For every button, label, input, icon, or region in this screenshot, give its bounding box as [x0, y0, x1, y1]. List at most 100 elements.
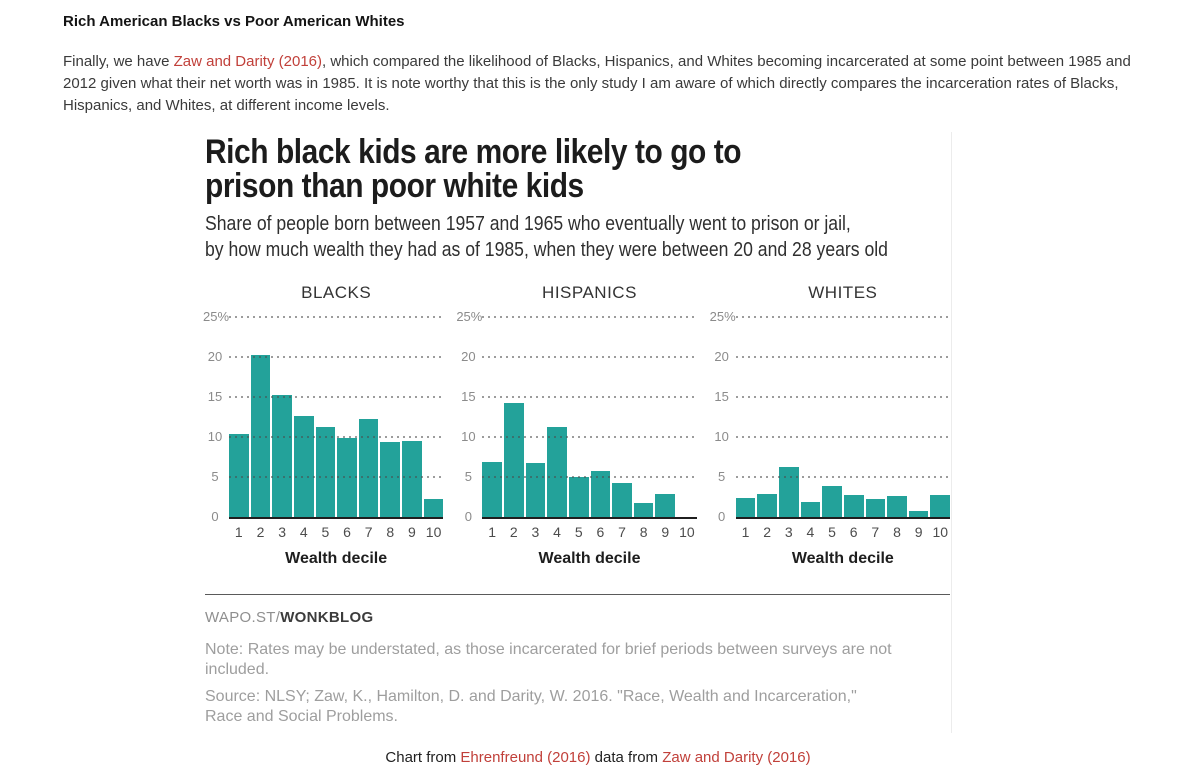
intro-line3: Hispanics, and Whites, at different inco… — [63, 97, 390, 114]
gridline-10 — [482, 436, 697, 438]
gridline-20 — [482, 356, 697, 358]
x-tick-label: 8 — [386, 524, 395, 540]
caption-text2: data from — [590, 749, 663, 766]
figure-source-line1: Source: NLSY; Zaw, K., Hamilton, D. and … — [205, 688, 857, 705]
x-axis-baseline — [229, 516, 444, 519]
panel-title-blacks: BLACKS — [301, 283, 372, 302]
page-heading: Rich American Blacks vs Poor American Wh… — [63, 13, 405, 30]
y-tick-label: 0 — [718, 509, 726, 524]
y-tick-label: 10 — [207, 429, 223, 444]
bar-decile-5 — [568, 477, 589, 517]
figure-source-line2: Race and Social Problems. — [205, 708, 398, 725]
ehrenfreund-link[interactable]: Ehrenfreund (2016) — [460, 749, 591, 766]
x-tick-label: 4 — [806, 524, 815, 540]
zaw-darity-link[interactable]: Zaw and Darity (2016) — [173, 53, 323, 70]
gridline-25 — [482, 316, 697, 318]
gridline-20 — [735, 356, 950, 358]
gridline-5 — [482, 476, 697, 478]
y-tick-label: 25% — [709, 309, 736, 324]
x-tick-label: 1 — [234, 524, 243, 540]
x-tick-label: 3 — [278, 524, 286, 540]
x-tick-label: 10 — [932, 524, 949, 540]
bar-decile-9 — [402, 441, 422, 517]
x-tick-label: 10 — [679, 524, 695, 540]
intro-line1-after: , which compared the likelihood of Black… — [322, 53, 1131, 70]
panel-title-hispanics: HISPANICS — [542, 283, 637, 302]
bar-decile-8 — [633, 502, 654, 517]
x-tick-label: 2 — [256, 524, 265, 540]
bar-decile-10 — [930, 494, 951, 517]
bar-decile-7 — [865, 498, 886, 517]
bars — [735, 317, 951, 517]
bar-decile-3 — [778, 467, 799, 517]
caption-zaw-darity-link[interactable]: Zaw and Darity (2016) — [662, 749, 811, 766]
bar-decile-8 — [887, 496, 907, 517]
bar-decile-4 — [293, 416, 314, 517]
bar-decile-1 — [482, 461, 502, 517]
chart-panel-whites: WHITES 25% 20 15 10 5 0 1 2 3 4 5 6 7 8 9 10 Wealth decil… — [710, 283, 951, 568]
gridline-15 — [229, 396, 444, 398]
figure-source: Source: NLSY; Zaw, K., Hamilton, D. and … — [205, 687, 951, 727]
bar-decile-9 — [655, 493, 676, 517]
gridline-10 — [229, 436, 444, 438]
bar-decile-3 — [272, 394, 292, 517]
y-tick-label: 20 — [461, 349, 476, 364]
bars — [229, 317, 444, 517]
y-tick-label: 10 — [714, 429, 729, 444]
x-axis-title: Wealth decile — [791, 550, 894, 567]
x-tick-label: 5 — [574, 524, 583, 540]
image-caption: Chart from Ehrenfreund (2016) data from … — [63, 749, 1133, 767]
x-tick-label: 7 — [871, 524, 880, 540]
bars — [482, 317, 696, 517]
y-tick-label: 15 — [461, 389, 476, 404]
x-tick-label: 4 — [553, 524, 561, 540]
bar-decile-1 — [735, 497, 756, 517]
intro-paragraph: Finally, we have Zaw and Darity (2016), … — [63, 51, 1133, 117]
chart-subtitle-line2: by how much wealth they had as of 1985, … — [205, 239, 888, 261]
x-tick-label: 9 — [408, 524, 416, 540]
y-tick-label: 15 — [714, 389, 729, 404]
x-axis-baseline — [482, 516, 697, 519]
bar-decile-8 — [380, 441, 401, 517]
gridline-25 — [229, 316, 444, 318]
bar-decile-6 — [843, 494, 864, 517]
intro-line1-before: Finally, we have — [63, 53, 174, 70]
x-tick-labels: 1 2 3 4 5 6 7 8 9 10 — [482, 524, 696, 541]
bar-decile-4 — [800, 501, 821, 517]
gridline-5 — [735, 476, 950, 478]
bar-decile-5 — [315, 427, 336, 517]
x-tick-label: 6 — [849, 524, 858, 540]
plot-area-whites: 25% 20 15 10 5 0 — [710, 309, 951, 524]
x-axis-title: Wealth decile — [285, 550, 388, 567]
bar-decile-7 — [358, 419, 379, 517]
x-tick-label: 6 — [343, 524, 351, 540]
y-tick-label: 0 — [464, 509, 472, 524]
brand-prefix: WAPO.ST/ — [205, 609, 281, 626]
x-tick-label: 5 — [828, 524, 836, 540]
intro-line2: 2012 given what their net worth was in 1… — [63, 75, 1119, 92]
x-axis-title: Wealth decile — [538, 550, 641, 567]
bar-decile-10 — [423, 498, 444, 517]
chart-title-line1: Rich black kids are more likely to go to — [205, 133, 742, 171]
gridline-10 — [735, 436, 950, 438]
bar-decile-1 — [229, 433, 249, 517]
chart-panel-hispanics: HISPANICS 25% 20 15 10 5 0 1 2 3 4 5 6 7 8 9 10 Wealth de… — [456, 283, 697, 568]
chart-figure: Rich black kids are more likely to go to… — [196, 132, 952, 733]
chart-panel-blacks: BLACKS 25% 20 15 10 5 0 1 2 3 4 5 6 7 8 9 10 Wealth decil… — [203, 283, 444, 568]
x-axis-baseline — [735, 516, 950, 519]
gridline-15 — [735, 396, 950, 398]
gridline-20 — [229, 356, 444, 358]
x-tick-label: 9 — [914, 524, 923, 540]
chart-title-line2: prison than poor white kids — [205, 167, 584, 205]
x-tick-label: 2 — [509, 524, 518, 540]
bar-decile-9 — [908, 510, 929, 517]
bar-decile-7 — [612, 483, 632, 517]
x-tick-label: 3 — [784, 524, 793, 540]
y-tick-label: 20 — [207, 349, 223, 364]
x-tick-label: 6 — [596, 524, 605, 540]
x-tick-label: 9 — [661, 524, 670, 540]
bar-decile-5 — [822, 485, 842, 517]
x-tick-label: 8 — [893, 524, 901, 540]
x-tick-label: 4 — [299, 524, 308, 540]
